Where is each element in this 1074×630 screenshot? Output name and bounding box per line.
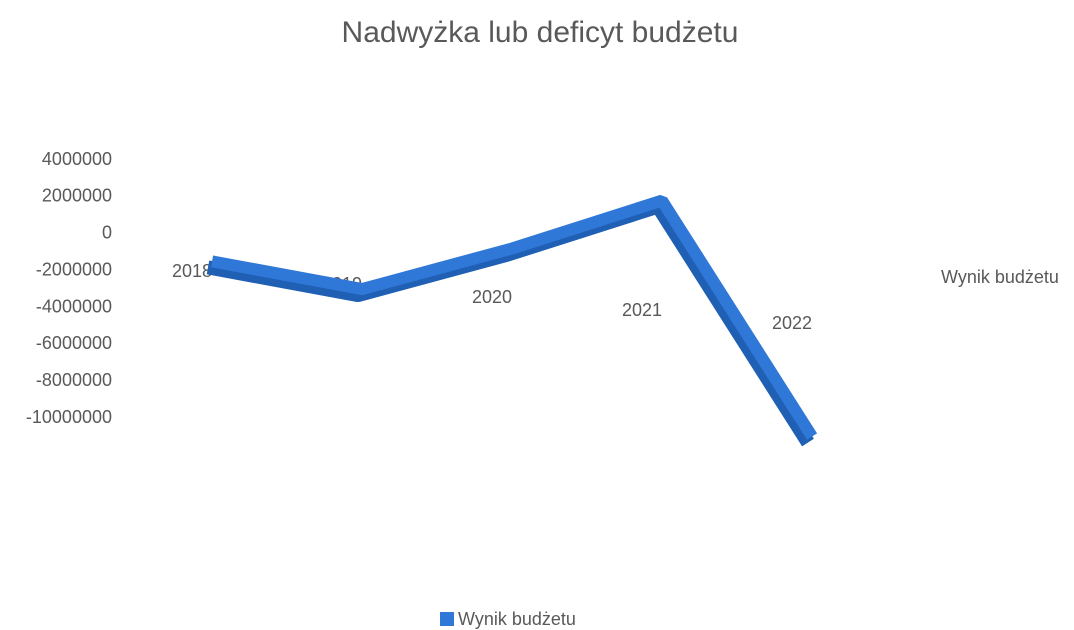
y-tick-label: 4000000 [42,149,112,169]
y-tick-label: 0 [102,223,112,243]
x-tick-label: 2022 [772,313,812,333]
x-tick-label: 2021 [622,300,662,320]
y-tick-label: -4000000 [36,296,112,316]
y-tick-label: -6000000 [36,333,112,353]
x-tick-label: 2020 [472,287,512,307]
y-tick-label: 2000000 [42,186,112,206]
series-line [210,194,818,440]
series-axis-label: Wynik budżetu [941,267,1059,287]
legend-swatch [440,612,454,626]
chart-title: Nadwyżka lub deficyt budżetu [342,16,739,49]
line-shadow [206,199,814,447]
y-tick-label: -10000000 [26,407,112,427]
x-tick-label: 2018 [172,261,212,281]
y-tick-label: -2000000 [36,259,112,279]
y-tick-label: -8000000 [36,370,112,390]
legend-label: Wynik budżetu [458,609,576,629]
